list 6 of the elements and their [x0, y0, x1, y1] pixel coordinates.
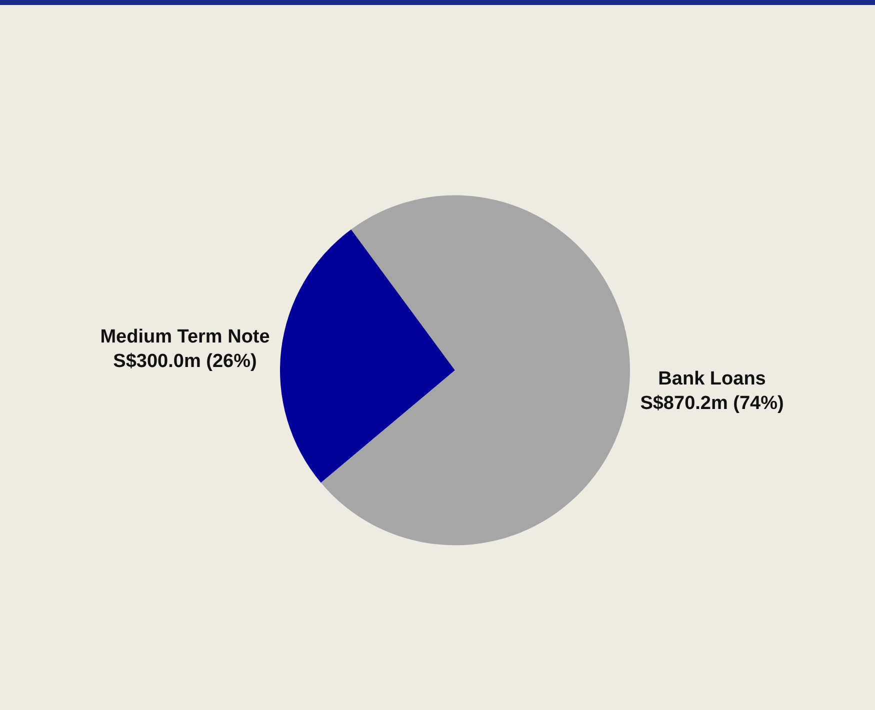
pie-slice — [280, 229, 455, 483]
data-label: S$870.2m (74%) — [640, 393, 784, 414]
slice-label: Bank Loans — [658, 368, 766, 390]
data-label: S$300.0m (26%) — [113, 351, 257, 372]
slice-label: Medium Term Note — [100, 326, 270, 348]
pie-slice — [320, 195, 630, 546]
